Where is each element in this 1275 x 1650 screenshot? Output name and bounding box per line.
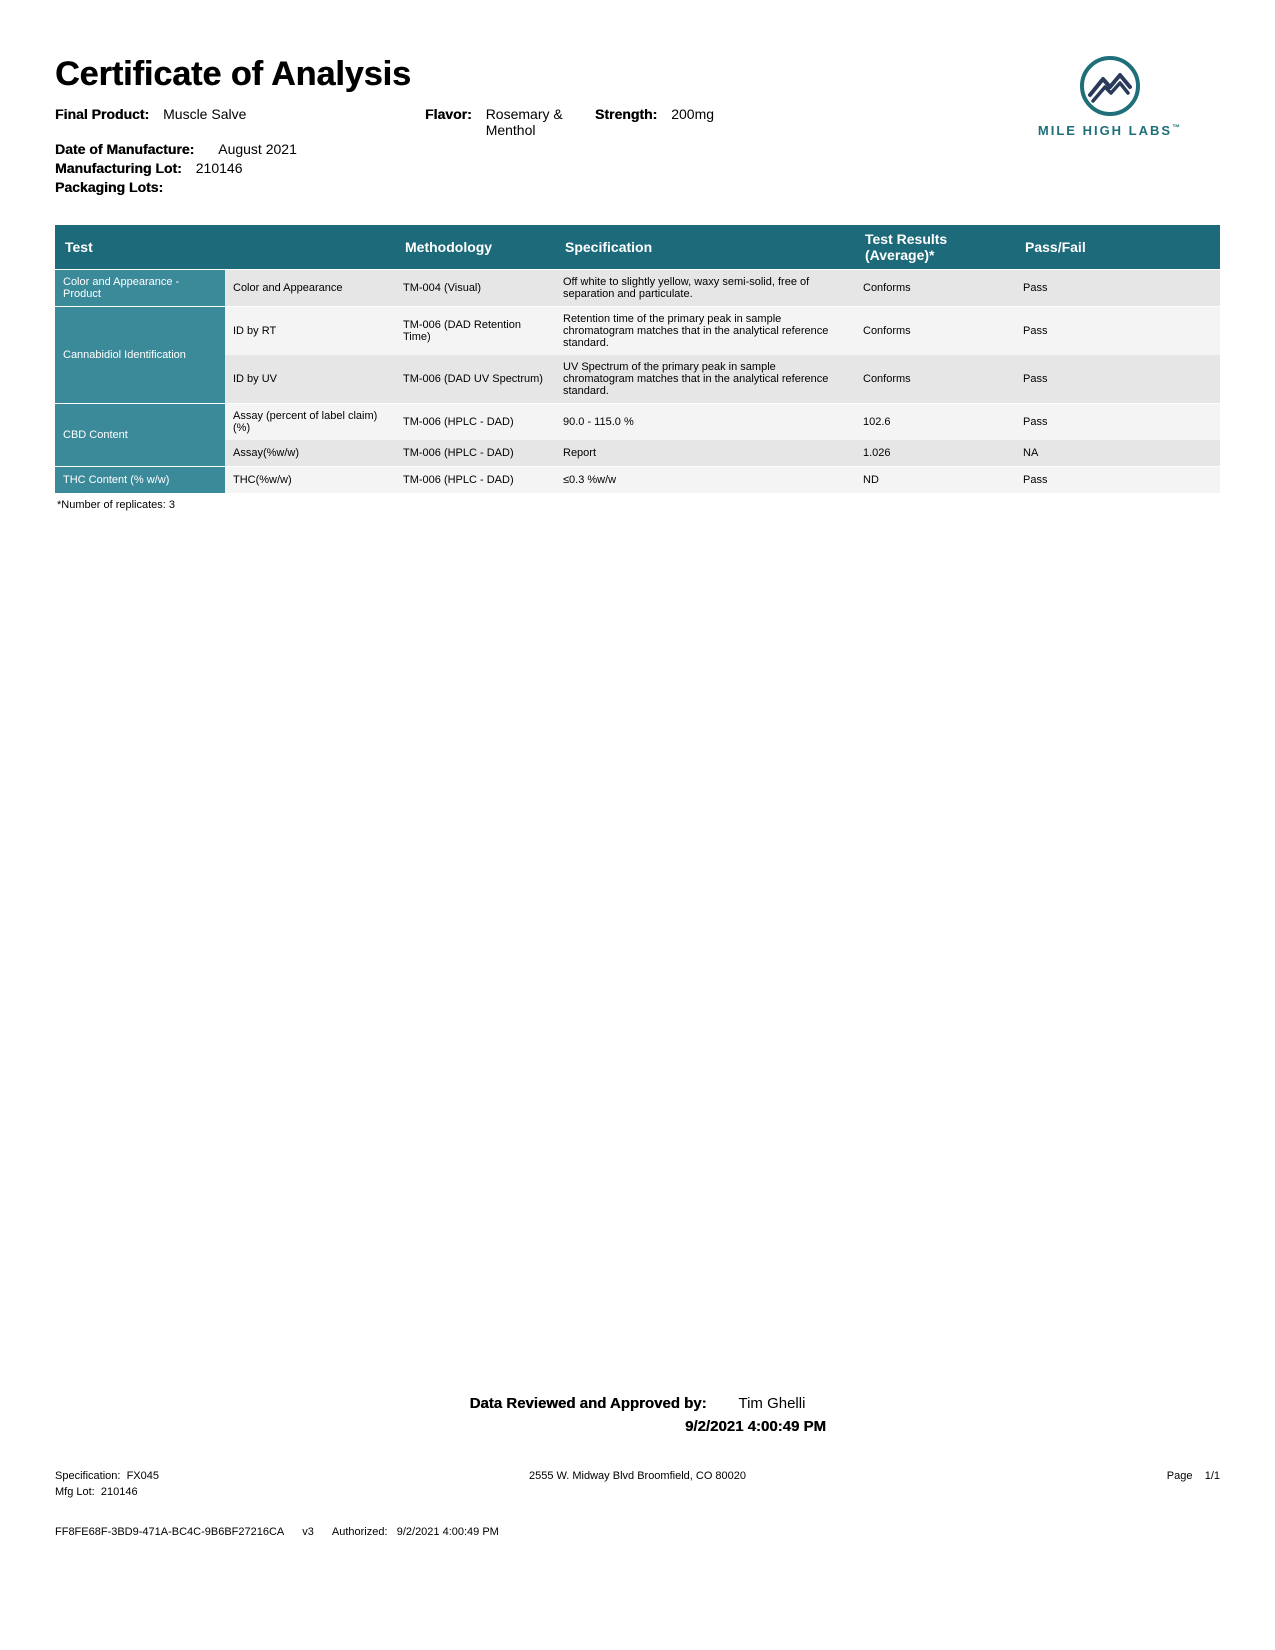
table-row-group: CBD ContentAssay (percent of label claim… [55, 403, 1220, 466]
group-label: THC Content (% w/w) [55, 467, 225, 493]
cell-passfail: Pass [1015, 414, 1125, 430]
col-specification: Specification [555, 233, 855, 261]
cell-method: TM-004 (Visual) [395, 280, 555, 296]
cell-test: ID by RT [225, 323, 395, 339]
packaging-lots-label: Packaging Lots: [55, 179, 163, 195]
cell-result: Conforms [855, 280, 1015, 296]
date-manufacture-field: Date of Manufacture: August 2021 [55, 141, 425, 157]
col-methodology: Methodology [395, 233, 555, 261]
final-product-field: Final Product: Muscle Salve [55, 106, 425, 138]
final-product-label: Final Product: [55, 106, 149, 138]
group-label: Cannabidiol Identification [55, 307, 225, 403]
results-table: Test Methodology Specification Test Resu… [55, 225, 1220, 493]
logo-icon [1075, 55, 1145, 117]
footer-mfg-value: 210146 [101, 1486, 138, 1498]
packaging-lots-field: Packaging Lots: [55, 179, 425, 195]
date-manufacture-label: Date of Manufacture: [55, 141, 194, 157]
col-test: Test [55, 233, 225, 261]
col-blank [225, 241, 395, 253]
cell-test: Color and Appearance [225, 280, 395, 296]
cell-test: ID by UV [225, 371, 395, 387]
cell-method: TM-006 (HPLC - DAD) [395, 445, 555, 461]
cell-spec: UV Spectrum of the primary peak in sampl… [555, 359, 855, 399]
table-row: ID by RTTM-006 (DAD Retention Time)Reten… [225, 307, 1220, 355]
strength-value: 200mg [671, 106, 714, 138]
table-row: Assay(%w/w)TM-006 (HPLC - DAD)Report1.02… [225, 440, 1220, 466]
cell-method: TM-006 (HPLC - DAD) [395, 414, 555, 430]
cell-result: ND [855, 472, 1015, 488]
flavor-field: Flavor: Rosemary & Menthol [425, 106, 595, 138]
table-row: Assay (percent of label claim)(%)TM-006 … [225, 404, 1220, 440]
footer-auth-ts: 9/2/2021 4:00:49 PM [397, 1526, 499, 1538]
group-label: Color and Appearance - Product [55, 270, 225, 306]
table-row: THC(%w/w)TM-006 (HPLC - DAD)≤0.3 %w/wNDP… [225, 467, 1220, 493]
company-logo: MILE HIGH LABS™ [1025, 55, 1195, 138]
footer-mfg: Mfg Lot: 210146 [55, 1486, 1220, 1498]
approval-label: Data Reviewed and Approved by: [470, 1395, 707, 1412]
cell-test: Assay(%w/w) [225, 445, 395, 461]
footer-version: v3 [302, 1526, 314, 1538]
cell-method: TM-006 (DAD Retention Time) [395, 317, 555, 345]
footer-address: 2555 W. Midway Blvd Broomfield, CO 80020 [529, 1470, 746, 1482]
cell-spec: Report [555, 445, 855, 461]
cell-method: TM-006 (DAD UV Spectrum) [395, 371, 555, 387]
footer-guid: FF8FE68F-3BD9-471A-BC4C-9B6BF27216CA [55, 1526, 284, 1538]
footer-mfg-label: Mfg Lot: [55, 1486, 95, 1498]
footer-spec-value: FX045 [127, 1470, 159, 1482]
subrows: THC(%w/w)TM-006 (HPLC - DAD)≤0.3 %w/wNDP… [225, 467, 1220, 493]
subrows: Assay (percent of label claim)(%)TM-006 … [225, 404, 1220, 466]
page-footer: Specification: FX045 2555 W. Midway Blvd… [55, 1470, 1220, 1538]
logo-text: MILE HIGH LABS™ [1025, 123, 1195, 138]
table-row-group: Color and Appearance - ProductColor and … [55, 269, 1220, 306]
cell-passfail: Pass [1015, 323, 1125, 339]
flavor-label: Flavor: [425, 106, 472, 138]
approval-block: Data Reviewed and Approved by: Tim Ghell… [0, 1395, 1275, 1435]
footer-page-value: 1/1 [1205, 1470, 1220, 1482]
table-body: Color and Appearance - ProductColor and … [55, 269, 1220, 493]
mfg-lot-field: Manufacturing Lot: 210146 [55, 160, 425, 176]
subrows: ID by RTTM-006 (DAD Retention Time)Reten… [225, 307, 1220, 403]
strength-label: Strength: [595, 106, 657, 138]
replicates-footnote: *Number of replicates: 3 [55, 499, 1220, 511]
table-row-group: THC Content (% w/w)THC(%w/w)TM-006 (HPLC… [55, 466, 1220, 493]
subrows: Color and AppearanceTM-004 (Visual)Off w… [225, 270, 1220, 306]
footer-auth-label: Authorized: [332, 1526, 388, 1538]
footer-page-label: Page [1167, 1470, 1193, 1482]
footer-spec: Specification: FX045 [55, 1470, 159, 1482]
cell-passfail: Pass [1015, 280, 1125, 296]
final-product-value: Muscle Salve [163, 106, 246, 138]
mfg-lot-value: 210146 [196, 160, 243, 176]
group-label: CBD Content [55, 404, 225, 466]
cell-passfail: Pass [1015, 371, 1125, 387]
table-row-group: Cannabidiol IdentificationID by RTTM-006… [55, 306, 1220, 403]
table-row: Color and AppearanceTM-004 (Visual)Off w… [225, 270, 1220, 306]
mfg-lot-label: Manufacturing Lot: [55, 160, 182, 176]
cell-result: 102.6 [855, 414, 1015, 430]
col-passfail: Pass/Fail [1015, 233, 1125, 261]
cell-spec: 90.0 - 115.0 % [555, 414, 855, 430]
cell-passfail: Pass [1015, 472, 1125, 488]
footer-page: Page 1/1 [1167, 1470, 1220, 1482]
certificate-page: MILE HIGH LABS™ Certificate of Analysis … [0, 0, 1275, 1650]
cell-result: 1.026 [855, 445, 1015, 461]
approval-name: Tim Ghelli [738, 1395, 805, 1412]
cell-test: Assay (percent of label claim)(%) [225, 408, 395, 436]
footer-spec-label: Specification: [55, 1470, 120, 1482]
cell-spec: ≤0.3 %w/w [555, 472, 855, 488]
footer-meta: FF8FE68F-3BD9-471A-BC4C-9B6BF27216CA v3 … [55, 1526, 1220, 1538]
col-results: Test Results (Average)* [855, 225, 1015, 269]
cell-result: Conforms [855, 371, 1015, 387]
cell-method: TM-006 (HPLC - DAD) [395, 472, 555, 488]
cell-result: Conforms [855, 323, 1015, 339]
approval-timestamp: 9/2/2021 4:00:49 PM [685, 1418, 826, 1435]
cell-test: THC(%w/w) [225, 472, 395, 488]
cell-passfail: NA [1015, 445, 1125, 461]
cell-spec: Off white to slightly yellow, waxy semi-… [555, 274, 855, 302]
flavor-value: Rosemary & Menthol [486, 106, 586, 138]
table-row: ID by UVTM-006 (DAD UV Spectrum)UV Spect… [225, 355, 1220, 403]
cell-spec: Retention time of the primary peak in sa… [555, 311, 855, 351]
strength-field: Strength: 200mg [595, 106, 795, 138]
table-header-row: Test Methodology Specification Test Resu… [55, 225, 1220, 269]
date-manufacture-value: August 2021 [218, 141, 297, 157]
